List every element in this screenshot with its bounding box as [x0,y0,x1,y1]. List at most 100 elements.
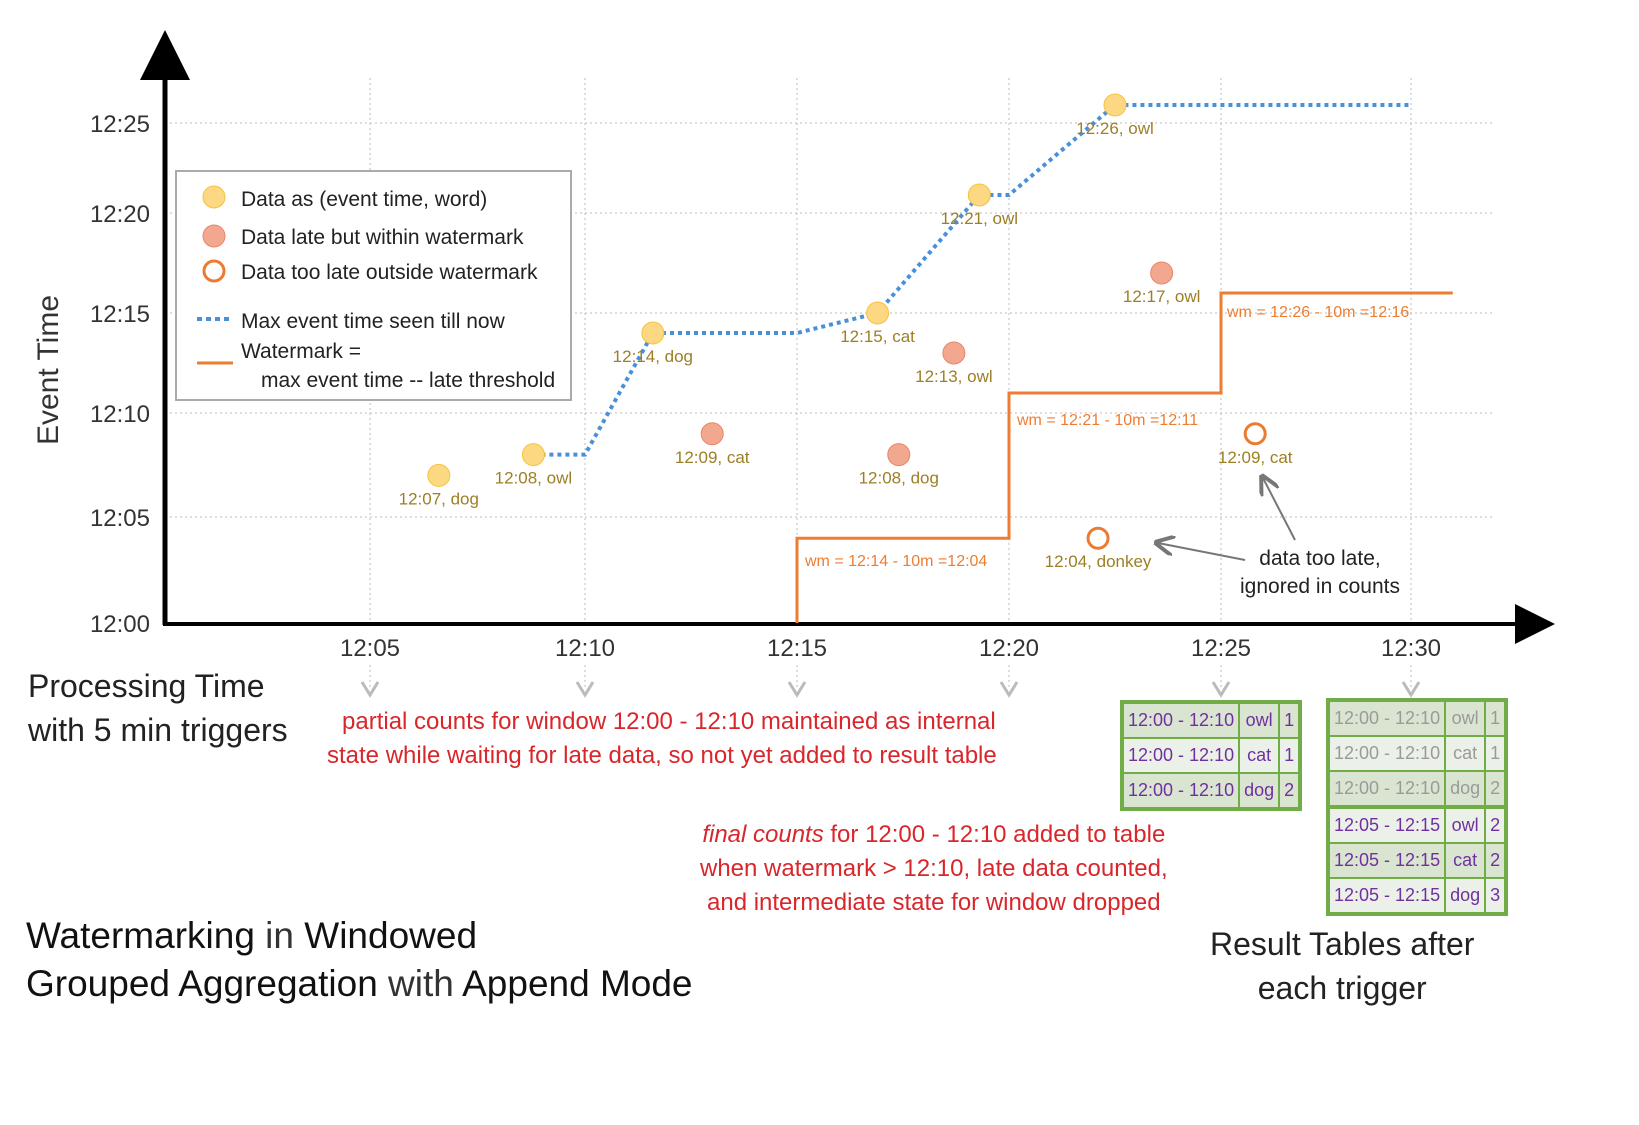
window-cell: 12:05 - 12:15 [1326,842,1447,879]
trigger-arrow-icon [1401,681,1421,698]
diagram-title: Watermarking in Windowed Grouped Aggrega… [26,912,693,1008]
count-cell: 2 [1484,770,1508,808]
window-cell: 12:00 - 12:10 [1120,737,1241,774]
y-tick-label: 12:20 [90,201,150,228]
legend-late-label: Data late but within watermark [241,226,524,249]
data-point-label: 12:08, dog [859,469,939,488]
title-part: with [377,963,463,1004]
count-cell: 1 [1484,735,1508,772]
window-cell: 12:05 - 12:15 [1326,805,1447,844]
window-cell: 12:00 - 12:10 [1120,772,1241,810]
table-row: 12:05 - 12:15 owl 2 [1326,805,1508,844]
wm-label: wm = 12:26 - 10m =12:16 [1226,304,1409,321]
data-point-label: 12:04, donkey [1045,552,1152,571]
data-point-label: 12:15, cat [840,327,915,346]
y-tick-label: 12:15 [90,301,150,328]
data-point-label: 12:09, cat [1218,448,1293,467]
window-cell: 12:05 - 12:15 [1326,877,1447,915]
trigger-arrow-icon [1211,681,1231,698]
x-tick-label: 12:25 [1191,635,1251,662]
data-point-late [700,422,724,446]
window-cell: 12:00 - 12:10 [1326,699,1447,737]
title-part: in [254,915,305,956]
data-point-label: 12:09, cat [675,448,750,467]
data-point-on-time [521,443,545,467]
y-tick-label: 12:10 [90,401,150,428]
wm-label: wm = 12:21 - 10m =12:11 [1016,412,1198,429]
final-line-3: and intermediate state for window droppe… [707,889,1161,916]
final-line-1: for 12:00 - 12:10 added to table [823,821,1166,848]
result-tables-caption: Result Tables after each trigger [1210,922,1474,1010]
max-event-time-line [533,103,1411,457]
trigger-arrow-icon [999,681,1019,698]
legend-on-time-icon [202,185,226,209]
wm-label: wm = 12:14 - 10m =12:04 [804,553,987,570]
word-cell: owl [1444,699,1487,737]
x-tick-label: 12:20 [979,635,1039,662]
count-cell: 2 [1278,772,1302,810]
word-cell: owl [1238,701,1281,739]
title-part: Watermarking [26,915,255,956]
count-cell: 1 [1484,699,1508,737]
legend-max-label: Max event time seen till now [241,310,506,333]
table-row: 12:00 - 12:10 owl 1 [1120,701,1302,739]
result-table-12-25: 12:00 - 12:10 owl 1 12:00 - 12:10 cat 1 12:00 … [1120,700,1303,811]
data-point-on-time [967,183,991,207]
data-point-label: 12:26, owl [1076,119,1154,138]
x-tick-label: 12:15 [767,635,827,662]
title-part: Append Mode [462,963,693,1004]
data-point-on-time [866,301,890,325]
partial-line-2: state while waiting for late data, so no… [327,742,997,769]
caption-line-2: each trigger [1257,970,1427,1006]
arrow-to-cat [1263,478,1296,541]
legend-too-late-icon [202,259,226,283]
data-point-label: 12:21, owl [941,209,1019,228]
y-axis-label: Event Time [32,295,65,445]
x-axis-label: Processing Time [28,668,265,704]
data-point-on-time [641,321,665,345]
trigger-arrow-icon [787,681,807,698]
window-cell: 12:00 - 12:10 [1326,770,1447,808]
data-point-late [887,443,911,467]
title-part: Windowed [304,915,478,956]
table-row: 12:05 - 12:15 dog 3 [1326,877,1508,915]
word-cell: cat [1444,735,1487,772]
data-point-too-late [1243,422,1267,446]
data-point-on-time [427,463,451,487]
x-axis-sublabel: with 5 min triggers [28,712,288,748]
word-cell: dog [1238,772,1281,810]
window-cell: 12:00 - 12:10 [1120,701,1241,739]
final-line-2: when watermark > 12:10, late data counte… [700,855,1168,882]
final-counts-note: final counts for 12:00 - 12:10 added to … [700,818,1168,920]
caption-line-1: Result Tables after [1210,926,1475,962]
trigger-arrow-icon [360,681,380,698]
y-tick-label: 12:05 [90,505,150,532]
watermark-line [795,291,1453,623]
legend-too-late-label: Data too late outside watermark [241,261,538,284]
arrow-to-donkey [1158,543,1246,561]
title-part: Grouped Aggregation [26,963,378,1004]
count-cell: 2 [1484,842,1508,879]
legend-watermark-formula: max event time -- late threshold [261,369,555,392]
word-cell: dog [1444,770,1487,808]
x-tick-label: 12:10 [555,635,615,662]
y-tick-label: 12:00 [90,611,150,638]
word-cell: cat [1444,842,1487,879]
data-point-late [1150,261,1174,285]
data-point-label: 12:13, owl [915,367,993,386]
word-cell: dog [1444,877,1487,915]
partial-counts-note: partial counts for window 12:00 - 12:10 … [327,705,997,773]
x-tick-label: 12:05 [340,635,400,662]
count-cell: 1 [1278,737,1302,774]
data-point-label: 12:17, owl [1123,287,1201,306]
table-row: 12:05 - 12:15 cat 2 [1326,842,1508,879]
legend: Data as (event time, word) Data late but… [175,170,572,401]
table-row: 12:00 - 12:10 dog 2 [1120,772,1302,810]
data-point-late [942,341,966,365]
final-counts-emphasis: final counts [702,821,824,848]
y-tick-label: 12:25 [90,111,150,138]
too-late-note-2: ignored in counts [1240,575,1400,598]
legend-watermark-label: Watermark = [241,340,361,363]
data-point-too-late [1086,526,1110,550]
